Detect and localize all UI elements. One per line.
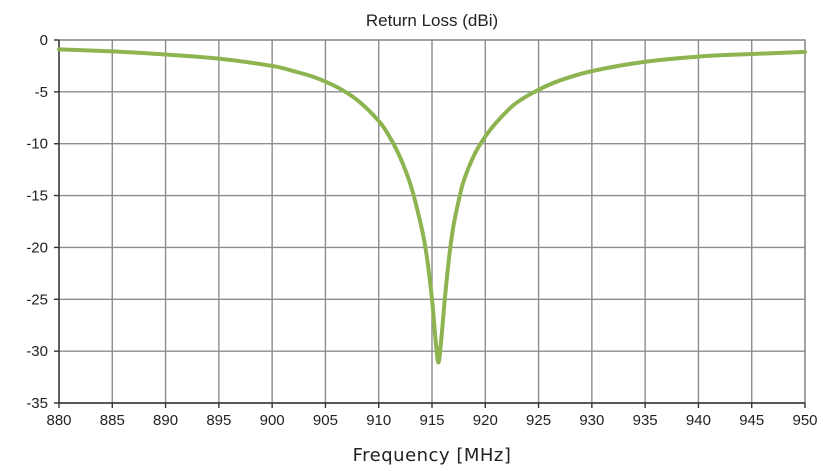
x-tick-label: 930 — [579, 412, 604, 429]
y-tick-label: -5 — [35, 84, 48, 101]
y-tick-label: 0 — [40, 32, 48, 49]
x-tick-label: 945 — [739, 412, 764, 429]
x-tick-label: 890 — [153, 412, 178, 429]
y-tick-label: -10 — [26, 136, 48, 153]
x-tick-label: 880 — [46, 412, 71, 429]
x-tick-label: 900 — [260, 412, 285, 429]
x-axis-label: Frequency [MHz] — [353, 445, 512, 466]
y-tick-label: -20 — [26, 239, 48, 256]
x-tick-label: 910 — [366, 412, 391, 429]
y-tick-label: -35 — [26, 395, 48, 412]
x-tick-label: 935 — [633, 412, 658, 429]
x-tick-label: 940 — [686, 412, 711, 429]
x-tick-label: 915 — [419, 412, 444, 429]
x-tick-label: 950 — [792, 412, 817, 429]
y-axis-ticks: 0 -5 -10 -15 -20 -25 -30 -35 — [26, 32, 60, 412]
y-tick-label: -15 — [26, 188, 48, 205]
x-tick-label: 925 — [526, 412, 551, 429]
x-tick-label: 905 — [313, 412, 338, 429]
x-tick-label: 920 — [473, 412, 498, 429]
x-tick-label: 885 — [100, 412, 125, 429]
grid-lines — [59, 40, 805, 403]
x-axis-ticks: 880 885 890 895 900 905 910 915 920 925 930 935 940 9… — [46, 402, 818, 429]
x-tick-label: 895 — [206, 412, 231, 429]
series-line-return-loss — [57, 47, 807, 365]
chart-title: Return Loss (dBi) — [366, 11, 498, 30]
y-tick-label: -30 — [26, 343, 48, 360]
series-group — [57, 47, 807, 365]
y-tick-label: -25 — [26, 291, 48, 308]
